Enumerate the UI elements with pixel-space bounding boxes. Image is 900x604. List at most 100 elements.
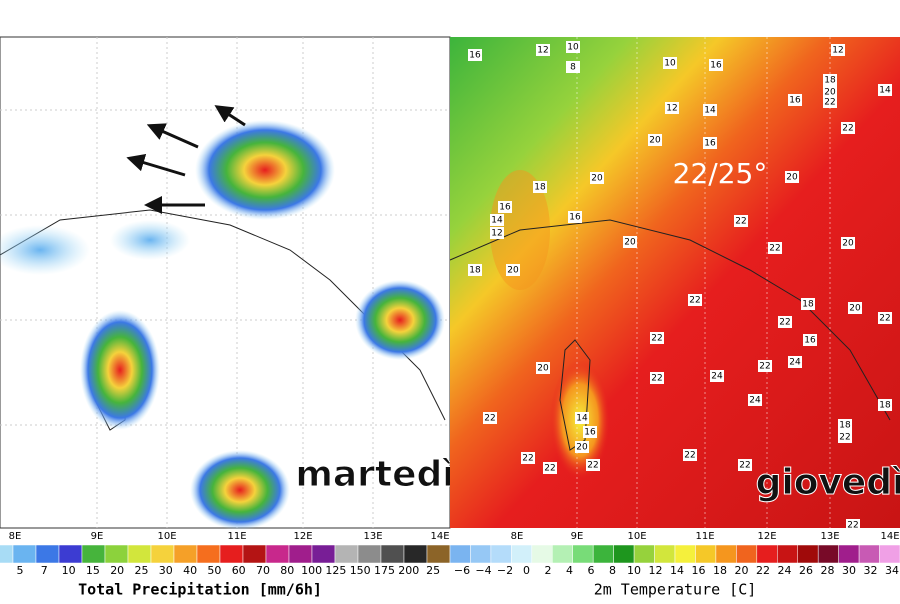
temperature-label: 22 [847,521,858,531]
longitude-label: 9E [571,531,584,542]
temperature-label: 22 [759,362,770,372]
temperature-label: 20 [591,174,603,184]
colorbar-cell [127,544,152,564]
label-box [490,227,504,239]
label-box [801,298,815,310]
label-box [823,74,837,86]
label-box [778,316,792,328]
colorbar-label: 16 [692,564,706,577]
label-box [590,172,604,184]
temperature-label: 14 [576,414,588,424]
label-box [878,84,892,96]
colorbar-cell [736,544,758,564]
colorbar-cell [104,544,129,564]
colorbar-cell [756,544,778,564]
label-box [710,370,724,382]
temperature-label: 22 [684,451,695,461]
label-box [878,399,892,411]
colorbar-label: 7 [41,564,48,577]
label-box [734,215,748,227]
colorbar-label: 10 [62,564,76,577]
temperature-label: 18 [469,266,481,276]
colorbar-cell [531,544,553,564]
label-box [498,201,512,213]
label-box [838,431,852,443]
colorbar-label: 12 [649,564,663,577]
colorbar-cell [674,544,696,564]
label-box [878,312,892,324]
label-box [583,426,597,438]
colorbar-cell [817,544,839,564]
temperature-label: 22 [842,124,853,134]
temperature-label: 16 [704,139,716,149]
label-box [748,394,762,406]
label-box [785,171,799,183]
colorbar-label: 0 [523,564,530,577]
label-box [568,211,582,223]
colorbar-cell [242,544,267,564]
label-box [521,452,535,464]
label-box [575,412,589,424]
temperature-label: 22 [522,454,533,464]
colorbar-cell [288,544,313,564]
colorbar-cell [58,544,83,564]
label-box [823,96,837,108]
colorbar-label: 15 [86,564,100,577]
temperature-label: 16 [789,96,801,106]
colorbar-cell [12,544,37,564]
temperature-label: 22 [769,244,780,254]
colorbar-label: 5 [17,564,24,577]
temperature-label: 10 [567,43,579,53]
label-box [688,294,702,306]
colorbar-label: 32 [864,564,878,577]
label-box [650,332,664,344]
colorbar-label: 175 [374,564,395,577]
temperature-label: 12 [537,46,548,56]
temperature-label: 24 [789,358,801,368]
temperature-label: 22 [779,318,790,328]
label-box [536,362,550,374]
label-box [543,462,557,474]
temperature-label: 16 [710,61,722,71]
colorbar-cell [0,544,14,564]
temperature-map: 22/25° giovedì 16 12 108 10 1612182022141612… [449,37,900,531]
temperature-label: 14 [704,106,716,116]
temperature-label: 20 [786,173,798,183]
temperature-label: 18 [839,421,851,431]
label-box [846,519,860,531]
colorbar-cell [490,544,512,564]
temperature-label: 10 [664,59,676,69]
label-box [566,41,580,53]
label-box [506,264,520,276]
label-box [650,372,664,384]
colorbar-label: −2 [497,564,513,577]
temperature-label: 20 [849,304,861,314]
colorbar-label: 30 [159,564,173,577]
temperature-label: 8 [570,63,576,73]
colorbar-cell [613,544,635,564]
temperature-label: 12 [832,46,843,56]
colorbar-cell [858,544,880,564]
colorbar-cell [403,544,428,564]
colorbar-label: 100 [301,564,322,577]
colorbar-label: 125 [325,564,346,577]
longitude-label: 13E [363,531,382,542]
colorbar-label: 60 [232,564,246,577]
label-box [803,334,817,346]
label-box [848,302,862,314]
colorbar-label: 4 [566,564,573,577]
colorbar-label: 26 [799,564,813,577]
colorbar-cell [35,544,60,564]
label-box [788,356,802,368]
temperature-label: 16 [584,428,596,438]
longitude-label: 13E [820,531,839,542]
label-box [738,459,752,471]
colorbar-cell [470,544,492,564]
label-box [841,122,855,134]
colorbar-label: 8 [609,564,616,577]
label-box [483,412,497,424]
label-box [758,360,772,372]
colorbar-cell [592,544,614,564]
temperature-label: 22 [735,217,746,227]
